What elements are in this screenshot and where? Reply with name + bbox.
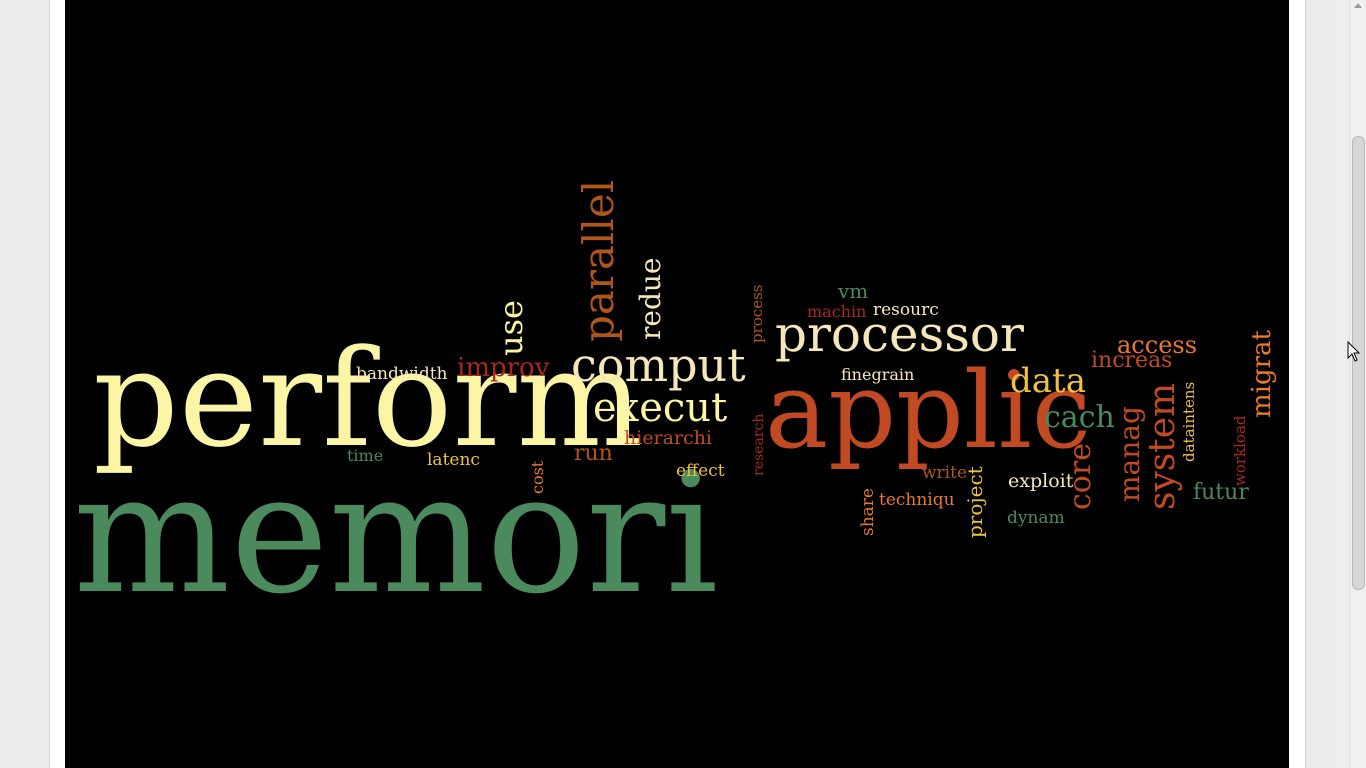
arrow-cursor-icon	[1347, 341, 1361, 362]
word-bandwidth: bandwidth	[356, 364, 448, 384]
word-exploit: exploit	[1008, 470, 1074, 492]
word-data: data	[1010, 361, 1086, 401]
word-project: project	[963, 466, 987, 538]
word-hierarchi: hierarchi	[624, 427, 713, 449]
word-manag: manag	[1113, 406, 1146, 502]
page-margin-right	[1289, 0, 1305, 768]
right-gutter	[1305, 0, 1337, 768]
left-gutter	[0, 0, 50, 768]
word-system: system	[1142, 382, 1183, 510]
word-parallel: parallel	[574, 179, 623, 342]
word-memori: memori	[73, 438, 719, 631]
word-increas: increas	[1091, 348, 1173, 373]
word-vm: vm	[838, 279, 869, 303]
word-latenc: latenc	[427, 450, 480, 470]
word-execut: execut	[593, 385, 728, 431]
word-run: run	[574, 441, 613, 466]
word-comput: comput	[571, 338, 746, 392]
word-write: write	[922, 463, 968, 483]
word-workload: workload	[1231, 415, 1249, 486]
word-cloud-image: memori perform applic processor comput e…	[65, 0, 1289, 768]
word-effect: effect	[676, 461, 725, 481]
scrollbar-thumb[interactable]	[1352, 136, 1365, 590]
word-futur: futur	[1193, 480, 1249, 505]
vertical-scrollbar[interactable]	[1349, 0, 1366, 768]
word-perform: perform	[93, 321, 644, 477]
word-migrat: migrat	[1247, 330, 1277, 418]
word-dynam: dynam	[1007, 508, 1065, 528]
word-share: share	[858, 488, 878, 536]
scroll-up-arrow-icon[interactable]	[1350, 0, 1366, 14]
word-resourc: resourc	[873, 300, 939, 320]
word-research: research	[751, 413, 767, 476]
word-machin: machin	[807, 302, 867, 321]
word-processor: processor	[775, 305, 1024, 363]
word-use: use	[492, 300, 530, 356]
word-cach: cach	[1044, 400, 1115, 435]
word-access: access	[1117, 331, 1198, 359]
word-finegrain: finegrain	[841, 365, 915, 384]
word-process: process	[748, 284, 766, 343]
word-time: time	[347, 446, 384, 465]
word-redue: redue	[634, 257, 667, 340]
word-improv: improv	[457, 353, 550, 383]
word-dataintens: dataintens	[1180, 381, 1198, 462]
word-cost: cost	[528, 460, 547, 494]
page-margin-left	[50, 0, 65, 768]
word-applic: applic	[765, 349, 1092, 472]
word-techniqu: techniqu	[879, 490, 955, 510]
